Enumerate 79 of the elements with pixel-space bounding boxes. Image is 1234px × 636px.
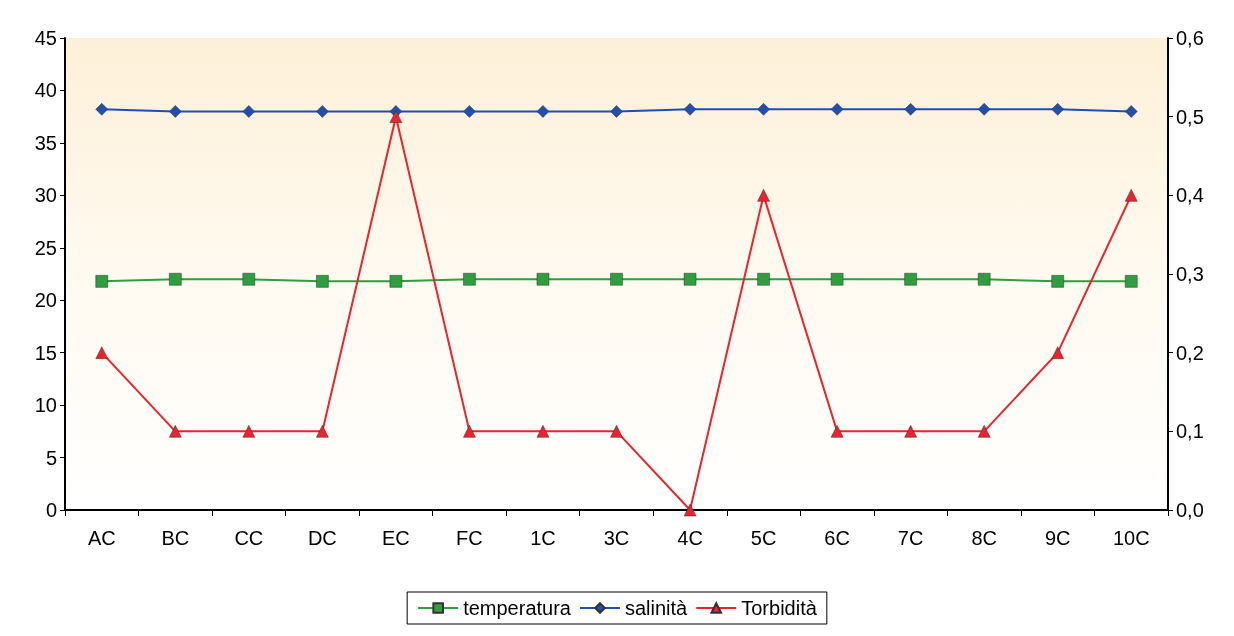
point bbox=[536, 272, 550, 286]
point bbox=[169, 105, 182, 118]
x-tick-label: FC bbox=[456, 527, 483, 549]
point bbox=[830, 272, 844, 286]
point bbox=[1051, 346, 1064, 359]
point bbox=[536, 105, 550, 118]
y-tick-label: 30 bbox=[34, 184, 57, 207]
point bbox=[463, 105, 476, 118]
point bbox=[977, 272, 991, 286]
point bbox=[977, 103, 991, 116]
x-tick-label: EC bbox=[382, 527, 410, 549]
y-tick-label: 40 bbox=[34, 79, 57, 102]
point bbox=[463, 425, 476, 438]
point bbox=[757, 103, 770, 116]
y-tick-label: 35 bbox=[34, 131, 57, 154]
legend-label: Torbidità bbox=[741, 597, 818, 619]
y-tick-label: 25 bbox=[34, 236, 57, 259]
point bbox=[169, 272, 182, 286]
point bbox=[242, 425, 256, 438]
point bbox=[169, 425, 182, 438]
x-tick-label: BC bbox=[161, 527, 190, 549]
point bbox=[316, 425, 329, 438]
point bbox=[683, 272, 697, 286]
point bbox=[95, 103, 109, 116]
y-tick-label: 5 bbox=[45, 446, 57, 469]
point bbox=[536, 425, 550, 438]
point bbox=[830, 425, 844, 438]
x-tick-label: 4C bbox=[677, 527, 703, 549]
point bbox=[904, 272, 917, 286]
point bbox=[1124, 275, 1138, 288]
point bbox=[610, 105, 623, 118]
point bbox=[757, 189, 770, 202]
x-tick-label: DC bbox=[307, 527, 337, 549]
point bbox=[610, 425, 623, 438]
x-tick-label: 1C bbox=[530, 527, 556, 549]
point bbox=[1124, 105, 1138, 118]
x-tick-label: 10C bbox=[1112, 527, 1150, 549]
point bbox=[95, 346, 109, 359]
legend-label: salinità bbox=[624, 597, 689, 619]
y-tick-label: 45 bbox=[34, 27, 57, 49]
point bbox=[389, 110, 403, 123]
x-tick-label: CC bbox=[234, 527, 264, 549]
point bbox=[904, 425, 917, 438]
point bbox=[1124, 189, 1138, 202]
point bbox=[316, 275, 329, 288]
point bbox=[316, 105, 329, 118]
point bbox=[904, 103, 917, 116]
y2-tick-label: 0,1 bbox=[1176, 420, 1204, 443]
y-tick-label: 20 bbox=[34, 289, 57, 312]
point bbox=[610, 272, 623, 286]
x-tick-label: 8C bbox=[971, 527, 997, 549]
y2-tick-label: 0,5 bbox=[1176, 105, 1204, 128]
point bbox=[977, 425, 991, 438]
x-tick-label: 3C bbox=[603, 527, 630, 549]
point bbox=[463, 272, 476, 286]
point bbox=[1051, 103, 1064, 116]
x-tick-label: 9C bbox=[1044, 527, 1071, 549]
point bbox=[389, 275, 403, 288]
y-tick-label: 0 bbox=[45, 499, 57, 521]
point bbox=[95, 275, 109, 288]
x-tick-label: AC bbox=[87, 527, 116, 549]
legend-label: temperatura bbox=[463, 597, 572, 619]
point bbox=[757, 272, 770, 286]
point bbox=[830, 103, 844, 116]
point bbox=[683, 103, 697, 116]
x-tick-label: 5C bbox=[750, 527, 777, 549]
y-tick-label: 10 bbox=[34, 394, 57, 417]
y-tick-label: 15 bbox=[34, 341, 57, 364]
y2-tick-label: 0,6 bbox=[1176, 27, 1204, 49]
y2-tick-label: 0,4 bbox=[1176, 184, 1204, 207]
y2-tick-label: 0,2 bbox=[1176, 341, 1204, 364]
point bbox=[1051, 275, 1064, 288]
y2-tick-label: 0,0 bbox=[1176, 499, 1204, 521]
x-tick-label: 6C bbox=[824, 527, 850, 549]
y2-tick-label: 0,3 bbox=[1176, 263, 1204, 285]
x-tick-label: 7C bbox=[897, 527, 924, 549]
point bbox=[683, 503, 697, 517]
point bbox=[242, 272, 256, 286]
point bbox=[242, 105, 256, 118]
